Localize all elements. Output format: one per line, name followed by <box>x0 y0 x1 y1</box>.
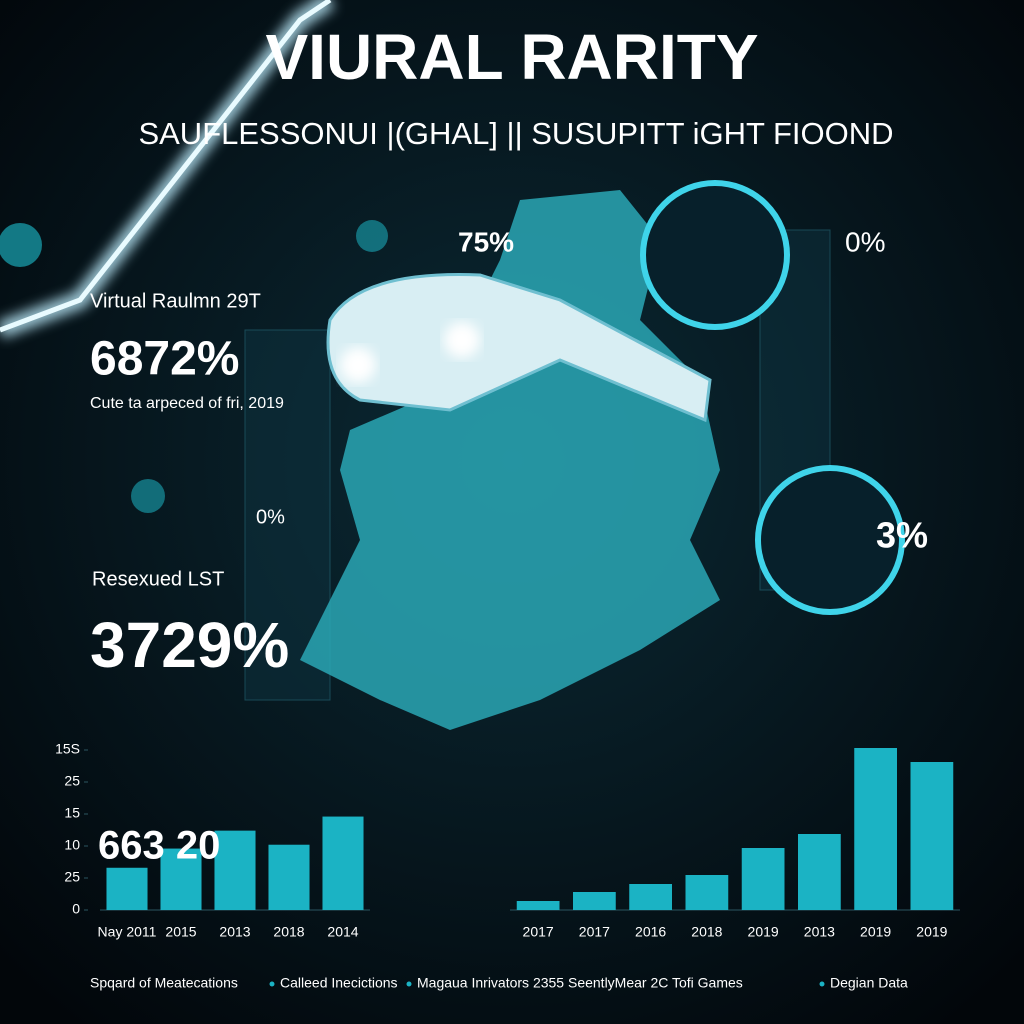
x-tick-label: 2018 <box>273 924 304 940</box>
x-tick-label: 2019 <box>748 924 779 940</box>
stat-value: 6872% <box>90 333 239 386</box>
y-tick-label: 10 <box>64 837 80 853</box>
bar <box>106 867 148 910</box>
bar <box>741 848 785 910</box>
x-tick-label: 2019 <box>860 924 891 940</box>
x-tick-label: 2019 <box>916 924 947 940</box>
orb <box>131 479 165 513</box>
badge: 0% <box>845 226 885 257</box>
bar <box>573 892 616 910</box>
bar <box>160 848 202 910</box>
bar <box>798 834 841 910</box>
bar <box>629 884 672 910</box>
stat-label: Virtual Raulmn 29T <box>90 290 261 312</box>
bullet <box>406 981 412 987</box>
map <box>300 190 720 730</box>
bar <box>516 901 560 910</box>
x-tick-label: 2017 <box>579 924 610 940</box>
annotation: 663 20 <box>98 824 220 868</box>
bar <box>854 748 897 910</box>
x-tick-label: 2013 <box>219 924 250 940</box>
y-tick-label: 0 <box>72 901 80 917</box>
vr-headset <box>326 273 712 423</box>
y-tick-label: 25 <box>64 869 80 885</box>
orb <box>356 220 388 252</box>
bar <box>910 762 954 910</box>
x-tick-label: 2013 <box>804 924 835 940</box>
orb <box>0 223 42 267</box>
title: VIURAL RARITY <box>265 21 758 93</box>
stat-value: 3729% <box>90 609 289 681</box>
x-tick-label: Nay 2011 <box>98 924 157 940</box>
y-tick-label: 25 <box>64 773 80 789</box>
x-tick-label: 2017 <box>523 924 554 940</box>
light-streak <box>0 0 332 333</box>
badge: 75% <box>458 226 514 257</box>
bar <box>268 844 310 910</box>
footer-item: Magaua Inrivators 2355 SeentlyMear 2C To… <box>417 975 743 991</box>
subtitle: SAUFLESSONUI |(GHAL] || SUSUPITT iGHT FI… <box>138 116 893 151</box>
bullet <box>269 981 275 987</box>
bar <box>685 875 729 910</box>
stat-note: Cute ta arpeced of fri, 2019 <box>90 395 284 412</box>
x-tick-label: 2016 <box>635 924 666 940</box>
x-tick-label: 2014 <box>327 924 358 940</box>
bar <box>322 816 364 910</box>
bullet <box>819 981 825 987</box>
bar <box>214 830 256 910</box>
y-tick-label: 15 <box>64 805 80 821</box>
stat-label: Resexued LST <box>92 568 224 590</box>
y-tick-label: 15S <box>55 741 80 757</box>
x-tick-label: 2018 <box>691 924 722 940</box>
footer-item: Spqard of Meatecations <box>90 975 238 991</box>
x-tick-label: 2015 <box>165 924 196 940</box>
sound-badge <box>755 465 905 615</box>
badge: 0% <box>256 506 285 528</box>
footer-item: Calleed Inecictions <box>280 975 398 991</box>
gamepad-badge <box>640 180 790 330</box>
footer-item: Degian Data <box>830 975 908 991</box>
badge: 3% <box>876 515 928 556</box>
